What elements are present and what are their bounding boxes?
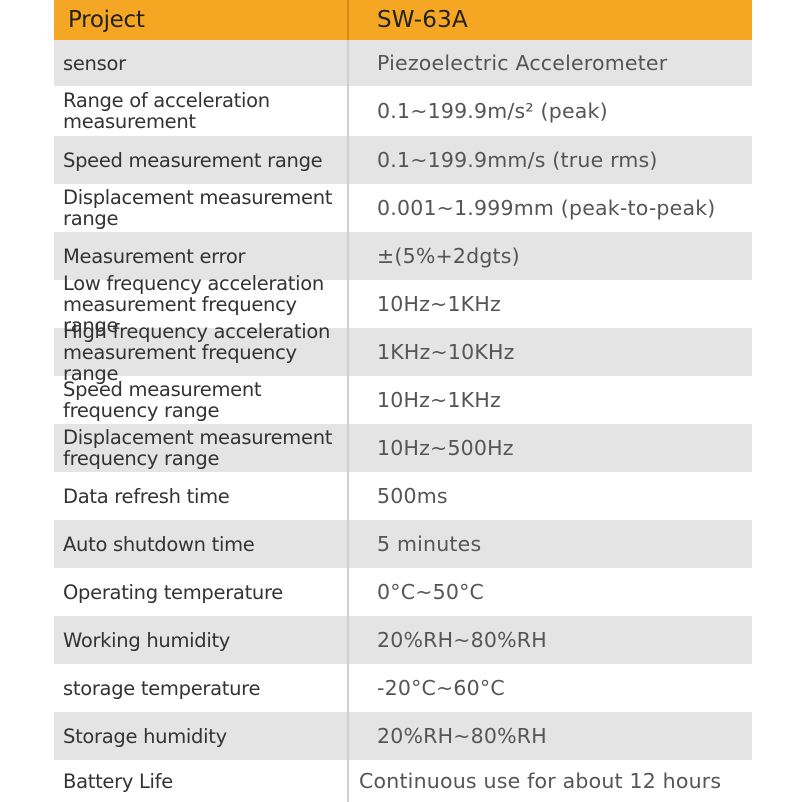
spec-value: 0°C~50°C	[377, 580, 485, 604]
table-header-row: Project SW-63A	[54, 0, 752, 40]
spec-label: Data refresh time	[54, 472, 349, 520]
header-model-value: SW-63A	[377, 7, 468, 33]
spec-label: Battery Life	[54, 760, 349, 802]
spec-value: 0.1~199.9m/s² (peak)	[377, 99, 608, 123]
spec-value: 5 minutes	[377, 532, 482, 556]
spec-value: 10Hz~1KHz	[377, 292, 501, 316]
spec-label: Auto shutdown time	[54, 520, 349, 568]
spec-label: Range of acceleration measurement	[54, 86, 349, 136]
spec-value: 0.1~199.9mm/s (true rms)	[377, 148, 658, 172]
spec-value: 1KHz~10KHz	[377, 340, 515, 364]
spec-value: Piezoelectric Accelerometer	[377, 51, 668, 75]
spec-label: Operating temperature	[54, 568, 349, 616]
spec-value: -20°C~60°C	[377, 676, 505, 700]
spec-label: Speed measurement frequency range	[54, 376, 349, 424]
spec-value: ±(5%+2dgts)	[377, 244, 520, 268]
table-row: Working humidity 20%RH~80%RH	[54, 616, 752, 664]
table-row: Measurement error ±(5%+2dgts)	[54, 232, 752, 280]
spec-label: Displacement measurement range	[54, 184, 349, 232]
spec-value: 20%RH~80%RH	[377, 724, 547, 748]
table-row: Storage humidity 20%RH~80%RH	[54, 712, 752, 760]
table-row: Displacement measurement frequency range…	[54, 424, 752, 472]
spec-label: High frequency acceleration measurement …	[54, 321, 349, 384]
spec-value: 10Hz~1KHz	[377, 388, 501, 412]
spec-label: Speed measurement range	[54, 136, 349, 184]
spec-value: 20%RH~80%RH	[377, 628, 547, 652]
spec-value: Continuous use for about 12 hours	[359, 769, 722, 793]
spec-label: Displacement measurement frequency range	[54, 424, 349, 472]
table-row: storage temperature -20°C~60°C	[54, 664, 752, 712]
table-row: Low frequency acceleration measurement f…	[54, 273, 752, 336]
spec-label: sensor	[54, 40, 349, 86]
table-row: Data refresh time 500ms	[54, 472, 752, 520]
table-row: sensor Piezoelectric Accelerometer	[54, 40, 752, 86]
table-row: Speed measurement range 0.1~199.9mm/s (t…	[54, 136, 752, 184]
table-row: Range of acceleration measurement 0.1~19…	[54, 86, 752, 136]
spec-label: Low frequency acceleration measurement f…	[54, 273, 349, 336]
spec-value: 0.001~1.999mm (peak-to-peak)	[377, 196, 716, 220]
header-project-label: Project	[54, 0, 349, 40]
spec-label: Storage humidity	[54, 712, 349, 760]
spec-label: storage temperature	[54, 664, 349, 712]
table-row: Displacement measurement range 0.001~1.9…	[54, 184, 752, 232]
spec-label: Working humidity	[54, 616, 349, 664]
table-row: Operating temperature 0°C~50°C	[54, 568, 752, 616]
table-row: Battery Life Continuous use for about 12…	[54, 760, 752, 802]
spec-table: Project SW-63A sensor Piezoelectric Acce…	[54, 0, 752, 802]
spec-value: 10Hz~500Hz	[377, 436, 514, 460]
table-row: High frequency acceleration measurement …	[54, 321, 752, 384]
spec-value: 500ms	[377, 484, 448, 508]
table-row: Auto shutdown time 5 minutes	[54, 520, 752, 568]
table-row: Speed measurement frequency range 10Hz~1…	[54, 376, 752, 424]
spec-label: Measurement error	[54, 232, 349, 280]
